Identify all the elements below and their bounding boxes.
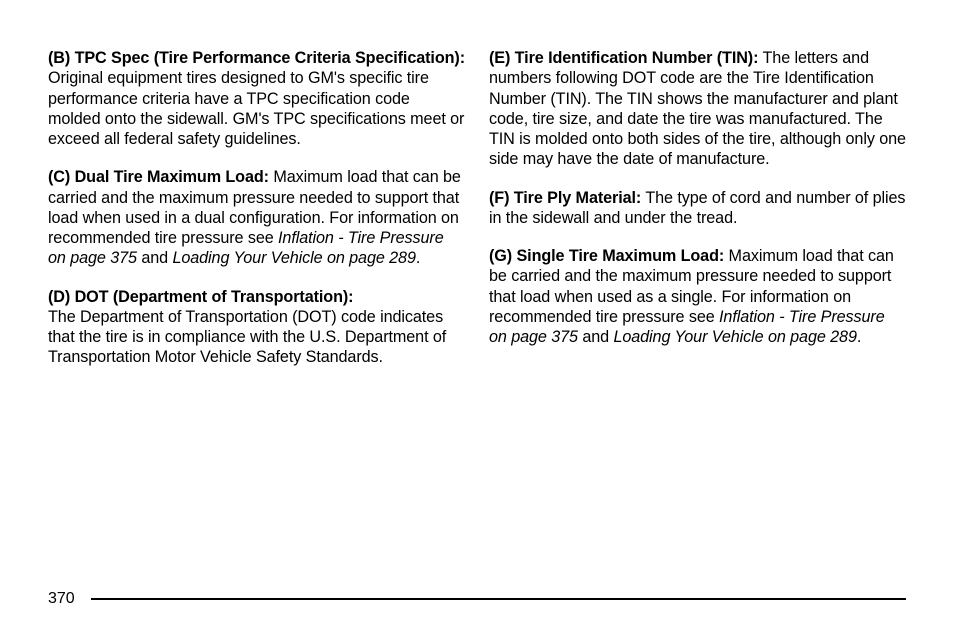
page-number: 370 xyxy=(48,590,75,608)
and-c: and xyxy=(137,249,173,267)
paragraph-e: (E) Tire Identification Number (TIN): Th… xyxy=(489,48,906,170)
paragraph-f: (F) Tire Ply Material: The type of cord … xyxy=(489,188,906,229)
paragraph-c: (C) Dual Tire Maximum Load: Maximum load… xyxy=(48,167,465,268)
right-column: (E) Tire Identification Number (TIN): Th… xyxy=(489,48,906,386)
period-g: . xyxy=(857,328,861,346)
left-column: (B) TPC Spec (Tire Performance Criteria … xyxy=(48,48,465,386)
ref-c2: Loading Your Vehicle on page 289 xyxy=(172,249,415,267)
and-g: and xyxy=(578,328,614,346)
paragraph-b: (B) TPC Spec (Tire Performance Criteria … xyxy=(48,48,465,149)
footer-rule xyxy=(91,598,906,600)
label-e: (E) Tire Identification Number (TIN): xyxy=(489,49,758,67)
ref-g2: Loading Your Vehicle on page 289 xyxy=(613,328,856,346)
text-d: The Department of Transportation (DOT) c… xyxy=(48,308,446,367)
paragraph-d: (D) DOT (Department of Transportation): … xyxy=(48,287,465,368)
label-c: (C) Dual Tire Maximum Load: xyxy=(48,168,269,186)
paragraph-g: (G) Single Tire Maximum Load: Maximum lo… xyxy=(489,246,906,347)
label-d: (D) DOT (Department of Transportation): xyxy=(48,288,353,306)
page-footer: 370 xyxy=(48,590,906,608)
document-page: (B) TPC Spec (Tire Performance Criteria … xyxy=(0,0,954,636)
label-f: (F) Tire Ply Material: xyxy=(489,189,641,207)
text-b: Original equipment tires designed to GM'… xyxy=(48,69,464,148)
two-column-layout: (B) TPC Spec (Tire Performance Criteria … xyxy=(48,48,906,386)
label-g: (G) Single Tire Maximum Load: xyxy=(489,247,724,265)
label-b: (B) TPC Spec (Tire Performance Criteria … xyxy=(48,49,465,67)
period-c: . xyxy=(416,249,420,267)
